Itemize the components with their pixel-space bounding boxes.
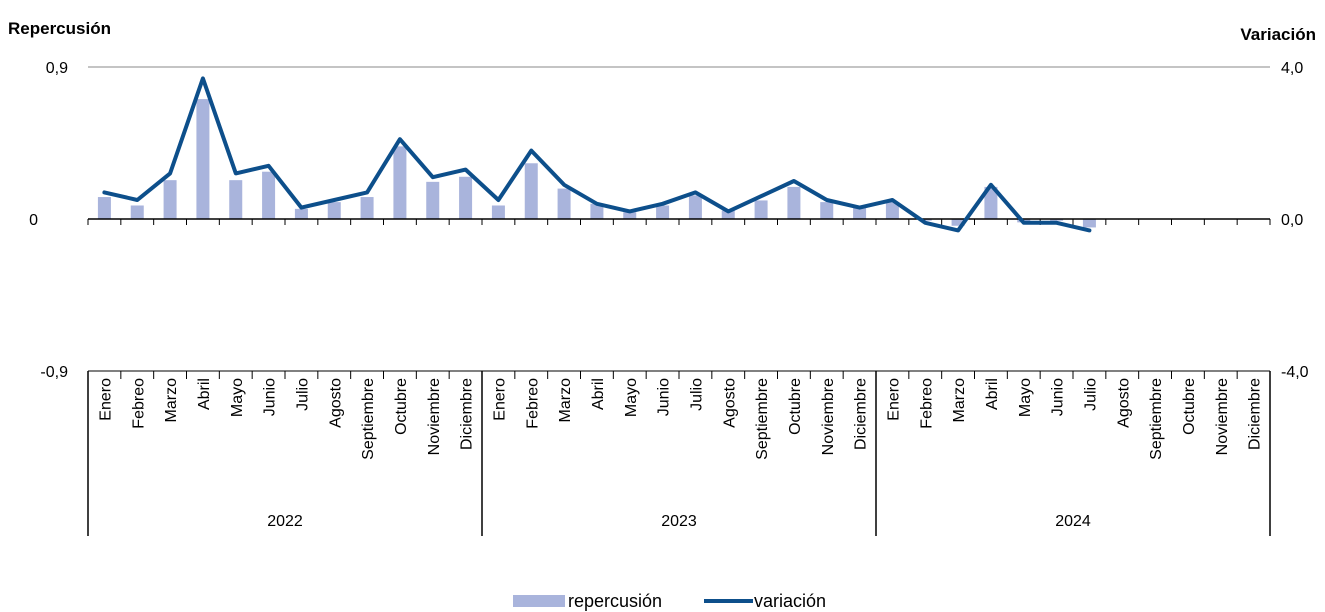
year-label: 2024: [1055, 513, 1091, 530]
month-label: Julio: [688, 378, 705, 411]
bars-layer: [97, 99, 1096, 228]
repercusion-bar: [262, 171, 276, 219]
month-label: Febreo: [524, 378, 541, 429]
month-label: Diciembre: [459, 378, 476, 450]
month-label: Agosto: [327, 378, 344, 428]
month-label: Junio: [656, 378, 673, 416]
month-label: Marzo: [163, 378, 180, 423]
right-tick-zero: 0,0: [1281, 212, 1303, 229]
left-axis-title: Repercusión: [8, 19, 111, 38]
left-tick-top: 0,9: [46, 60, 68, 77]
variacion-line: [102, 76, 1092, 233]
repercusion-bar: [327, 202, 341, 219]
month-label: Marzo: [951, 378, 968, 423]
month-label: Diciembre: [853, 378, 870, 450]
repercusion-bar: [754, 200, 768, 219]
month-label: Junio: [1050, 378, 1067, 416]
repercusion-bar: [688, 195, 702, 219]
repercusion-bar: [294, 208, 308, 219]
month-label: Mayo: [623, 378, 640, 417]
month-label: Octubre: [1181, 378, 1198, 435]
repercusion-bar: [130, 205, 144, 219]
repercusion-bar: [623, 212, 637, 219]
repercusion-bar: [918, 219, 932, 221]
repercusion-bar: [97, 197, 111, 219]
month-label: Noviembre: [426, 378, 443, 455]
month-label: Octubre: [787, 378, 804, 435]
repercusion-bar: [196, 99, 210, 219]
year-label: 2022: [267, 513, 303, 530]
repercusion-bar: [820, 202, 834, 219]
repercusion-bar: [721, 210, 735, 219]
repercusion-bar: [787, 186, 801, 219]
year-label: 2023: [661, 513, 697, 530]
repercusion-bar: [524, 163, 538, 219]
month-label: Abril: [196, 378, 213, 410]
repercusion-bar: [656, 205, 670, 219]
repercusion-bar: [1082, 219, 1096, 228]
month-label: Abril: [590, 378, 607, 410]
month-label: Mayo: [229, 378, 246, 417]
category-axis-ticks: [87, 371, 1271, 379]
month-label: Mayo: [1017, 378, 1034, 417]
month-label: Enero: [885, 378, 902, 421]
month-label: Agosto: [1115, 378, 1132, 428]
legend-label-repercusion: repercusión: [568, 591, 662, 611]
month-label: Febreo: [918, 378, 935, 429]
month-label: Septiembre: [360, 378, 377, 460]
month-label: Diciembre: [1247, 378, 1264, 450]
month-label: Junio: [262, 378, 279, 416]
repercusion-bar: [1050, 219, 1064, 221]
left-tick-bottom: -0,9: [40, 364, 68, 381]
repercusion-bar: [426, 181, 440, 219]
repercusion-bar: [885, 202, 899, 219]
repercusion-bar: [163, 180, 177, 219]
month-label: Enero: [97, 378, 114, 421]
repercusion-bar: [459, 176, 473, 219]
repercusion-bar: [393, 146, 407, 219]
legend: repercusión variación: [513, 591, 826, 611]
repercusion-bar: [557, 188, 571, 219]
left-tick-zero: 0: [29, 212, 38, 229]
month-label: Julio: [1082, 378, 1099, 411]
month-label: Abril: [984, 378, 1001, 410]
right-tick-bottom: -4,0: [1281, 364, 1309, 381]
repercusion-bar: [229, 180, 243, 219]
month-labels: Enero Febreo Marzo Abril Mayo Junio Julio Agost…: [97, 378, 1263, 460]
year-dividers: [87, 371, 1271, 536]
right-tick-top: 4,0: [1281, 60, 1303, 77]
month-label: Agosto: [721, 378, 738, 428]
month-label: Octubre: [393, 378, 410, 435]
repercusion-bar: [984, 186, 998, 219]
right-axis-title: Variación: [1240, 25, 1316, 44]
month-label: Septiembre: [1148, 378, 1165, 460]
month-label: Enero: [491, 378, 508, 421]
month-label: Febreo: [130, 378, 147, 429]
repercusion-bar: [491, 205, 505, 219]
legend-label-variacion: variación: [754, 591, 826, 611]
month-label: Septiembre: [754, 378, 771, 460]
zero-axis-ticks: [87, 219, 1271, 225]
repercusion-bar: [360, 197, 374, 219]
repercusion-bar: [951, 219, 965, 226]
month-label: Julio: [294, 378, 311, 411]
month-label: Noviembre: [1214, 378, 1231, 455]
legend-swatch-repercusion: [513, 595, 565, 607]
month-label: Noviembre: [820, 378, 837, 455]
repercusion-bar: [590, 203, 604, 219]
month-label: Marzo: [557, 378, 574, 423]
year-labels: 2022 2023 2024: [267, 513, 1091, 530]
